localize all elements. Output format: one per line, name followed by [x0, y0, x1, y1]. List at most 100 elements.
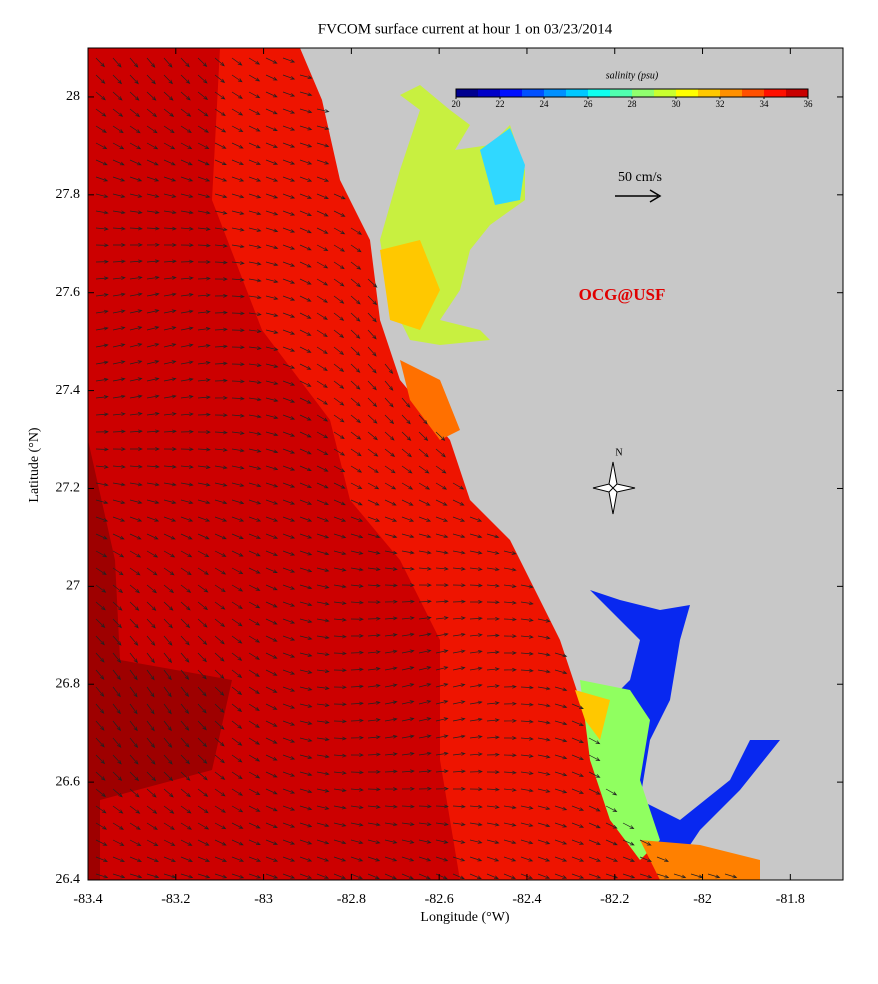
current-vector — [163, 686, 172, 698]
current-vector — [248, 278, 262, 283]
current-vector — [299, 91, 313, 97]
current-vector — [622, 873, 636, 879]
current-vector — [197, 856, 210, 862]
current-vector — [316, 567, 330, 572]
colorbar: 20 22 24 26 28 30 32 34 36 — [452, 88, 814, 109]
current-vector — [129, 193, 143, 198]
current-vector — [95, 533, 108, 540]
current-vector — [248, 363, 262, 367]
current-vector — [231, 550, 244, 557]
current-vector — [282, 346, 296, 352]
colorbar-tick-label: 20 — [452, 99, 462, 109]
current-vector — [95, 771, 106, 781]
current-vector — [214, 361, 228, 366]
current-vector — [231, 362, 245, 367]
current-vector — [435, 649, 449, 654]
colorbar-swatch — [544, 89, 567, 97]
current-vector — [282, 822, 296, 828]
current-vector — [333, 312, 345, 321]
current-vector — [180, 142, 193, 150]
current-vector — [197, 176, 211, 182]
current-vector — [95, 142, 108, 150]
current-vector — [214, 839, 227, 846]
current-vector — [163, 788, 174, 798]
y-tick-label: 27.2 — [56, 481, 81, 496]
current-vector — [282, 754, 296, 760]
current-vector — [299, 499, 313, 505]
current-vector — [112, 176, 126, 182]
current-vector — [503, 805, 517, 810]
current-vector — [367, 650, 381, 654]
current-vector — [214, 125, 227, 133]
current-vector — [486, 752, 500, 757]
current-vector — [554, 839, 568, 845]
current-vector — [146, 516, 160, 522]
current-vector — [180, 343, 194, 348]
current-vector — [214, 327, 228, 332]
current-vector — [282, 839, 296, 845]
current-vector — [384, 769, 398, 774]
current-vector — [146, 74, 156, 85]
current-vector — [418, 751, 432, 756]
current-vector — [299, 244, 312, 251]
current-vector — [299, 448, 312, 455]
colorbar-swatch — [742, 89, 765, 97]
current-vector — [248, 618, 261, 626]
current-vector — [129, 210, 143, 215]
current-vector — [248, 312, 262, 317]
current-vector — [588, 754, 601, 761]
colorbar-tick-label: 36 — [804, 99, 814, 109]
current-vector — [129, 259, 143, 264]
current-vector — [180, 377, 194, 382]
current-vector — [265, 380, 279, 385]
colorbar-swatch — [500, 89, 523, 97]
current-vector — [95, 737, 105, 748]
current-vector — [333, 601, 347, 605]
current-vector — [350, 295, 361, 305]
current-vector — [350, 448, 362, 457]
current-vector — [163, 635, 173, 646]
hillsborough-bay — [480, 128, 525, 205]
current-vector — [146, 703, 155, 715]
current-vector — [231, 856, 245, 862]
current-vector — [316, 635, 330, 640]
current-vector — [316, 856, 330, 862]
current-vector — [146, 567, 158, 576]
current-vector — [248, 329, 262, 333]
current-vector — [163, 737, 173, 748]
current-vector — [197, 243, 211, 248]
current-vector — [452, 482, 465, 490]
current-vector — [146, 394, 160, 399]
current-vector — [401, 499, 414, 506]
current-vector — [367, 533, 381, 539]
estero-bay — [640, 840, 760, 880]
current-vector — [180, 618, 191, 629]
current-vector — [401, 583, 415, 588]
current-vector — [299, 652, 313, 657]
colorbar-tick-label: 22 — [496, 99, 505, 109]
current-vector — [367, 616, 381, 621]
current-vector — [299, 516, 313, 522]
current-vector — [180, 482, 194, 487]
current-vector — [486, 856, 500, 862]
current-vector — [554, 771, 568, 777]
current-vector — [248, 159, 261, 165]
current-vector — [435, 734, 449, 739]
current-vector — [418, 583, 432, 587]
current-vector — [333, 873, 346, 879]
current-vector — [384, 804, 398, 809]
current-vector — [248, 57, 261, 65]
current-vector — [265, 193, 279, 199]
current-vector — [231, 482, 245, 487]
current-vector — [316, 448, 329, 455]
current-vector — [95, 276, 109, 281]
current-vector — [214, 448, 228, 452]
current-vector — [452, 583, 466, 588]
current-vector — [248, 652, 260, 660]
current-vector — [146, 412, 160, 416]
current-vector — [95, 243, 109, 248]
y-tick-label: 26.4 — [56, 872, 81, 887]
current-vector — [265, 363, 279, 368]
current-vector — [469, 649, 483, 654]
current-vector — [180, 464, 194, 469]
